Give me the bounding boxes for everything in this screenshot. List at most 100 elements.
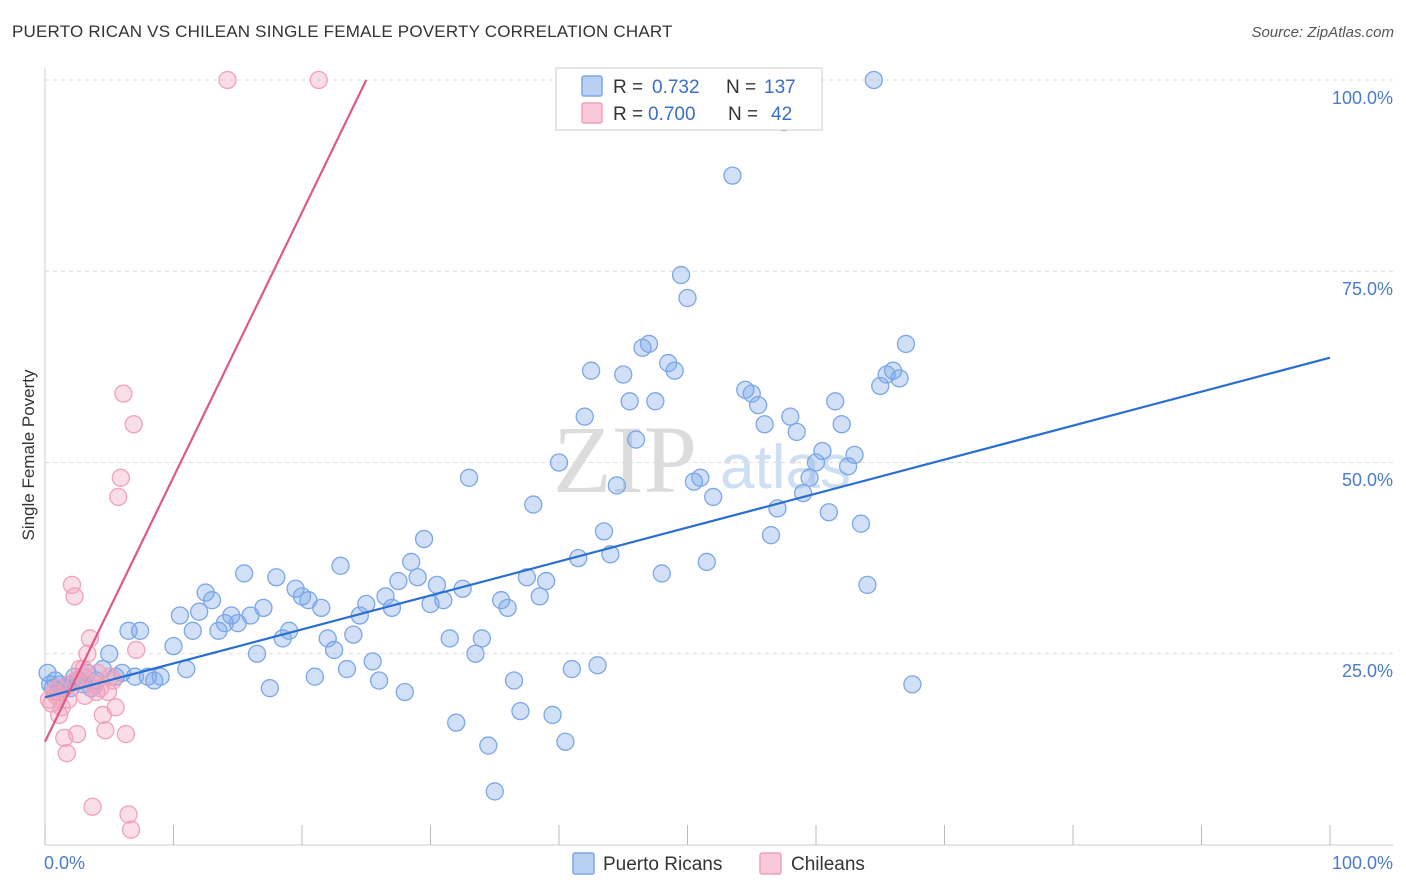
- data-point: [671, 265, 691, 285]
- legend-label-chileans: Chileans: [791, 854, 865, 875]
- data-point: [65, 587, 84, 606]
- data-point: [331, 556, 350, 575]
- data-point: [691, 468, 710, 487]
- data-point: [177, 659, 196, 679]
- data-point: [164, 636, 183, 656]
- data-point: [562, 659, 581, 679]
- data-point: [363, 652, 382, 671]
- watermark-atlas: atlas: [720, 433, 851, 502]
- data-point: [896, 334, 916, 354]
- data-point: [806, 453, 826, 472]
- data-point: [614, 365, 633, 384]
- y-tick-label-50: 50.0%: [1342, 470, 1393, 490]
- y-axis-title: Single Female Poverty: [19, 369, 38, 541]
- watermark-zip: ZIP: [553, 406, 697, 513]
- stats-r-value-2: 0.700: [648, 104, 696, 125]
- stats-r-label-1: R =: [613, 77, 643, 98]
- data-point: [594, 522, 614, 541]
- legend-swatch-chileans: [759, 852, 782, 875]
- data-point: [871, 376, 890, 396]
- data-point: [620, 392, 639, 411]
- stats-swatch-puerto-ricans: [581, 75, 603, 97]
- data-point: [832, 415, 851, 434]
- data-point: [116, 724, 136, 744]
- data-point: [109, 487, 128, 507]
- data-point: [324, 640, 344, 660]
- data-point: [537, 571, 556, 591]
- data-point: [826, 392, 845, 411]
- y-tick-label-75: 75.0%: [1342, 279, 1393, 299]
- series-legend: Puerto Ricans Chileans: [572, 852, 865, 875]
- data-point: [111, 468, 130, 487]
- data-point: [749, 395, 768, 415]
- data-point: [524, 495, 543, 514]
- data-point: [459, 468, 479, 487]
- data-point: [819, 503, 838, 522]
- data-point: [890, 369, 909, 388]
- data-point: [408, 568, 427, 587]
- data-point: [309, 70, 328, 90]
- data-point: [813, 441, 832, 461]
- data-point: [903, 675, 922, 694]
- data-point: [530, 587, 549, 606]
- series-chileans: [39, 70, 328, 839]
- stats-n-label-2: N =: [728, 104, 758, 125]
- data-point: [369, 671, 389, 690]
- x-tick-label-min: 0.0%: [44, 853, 85, 873]
- data-point: [472, 629, 492, 648]
- data-point: [800, 468, 819, 487]
- data-point: [781, 407, 800, 426]
- data-point: [389, 571, 408, 591]
- data-point: [549, 453, 569, 472]
- data-point: [247, 644, 267, 663]
- data-point: [254, 598, 273, 617]
- stats-swatch-chileans: [581, 102, 603, 124]
- data-point: [183, 621, 202, 640]
- data-point: [318, 629, 337, 648]
- data-point: [466, 644, 485, 663]
- data-point: [517, 568, 537, 587]
- data-point: [67, 724, 87, 744]
- data-point: [170, 606, 190, 625]
- data-point: [755, 415, 774, 434]
- data-point: [787, 422, 806, 442]
- data-point: [504, 671, 524, 690]
- data-point: [100, 644, 119, 663]
- y-tick-label-100: 100.0%: [1332, 88, 1393, 108]
- data-point: [588, 656, 607, 675]
- data-point: [440, 629, 459, 648]
- data-point: [57, 744, 76, 763]
- data-point: [485, 782, 504, 801]
- chart-source: Source: ZipAtlas.com: [1251, 24, 1394, 41]
- legend-swatch-puerto-ricans: [572, 852, 595, 875]
- data-point: [344, 625, 363, 644]
- chart-title: PUERTO RICAN VS CHILEAN SINGLE FEMALE PO…: [12, 22, 673, 41]
- data-point: [742, 384, 761, 403]
- data-point: [851, 514, 871, 533]
- watermark: ZIP atlas: [553, 406, 851, 513]
- stats-n-label-1: N =: [726, 77, 756, 98]
- data-point: [864, 70, 883, 90]
- data-point: [479, 736, 498, 755]
- series-puerto-ricans: [38, 70, 922, 801]
- y-tick-label-25: 25.0%: [1342, 661, 1393, 681]
- data-point: [723, 166, 742, 185]
- data-point: [626, 430, 646, 449]
- data-point: [121, 820, 141, 839]
- data-point: [267, 568, 286, 587]
- legend-label-puerto-ricans: Puerto Ricans: [603, 854, 722, 875]
- data-point: [556, 732, 575, 751]
- data-point: [511, 701, 530, 721]
- data-point: [665, 361, 684, 380]
- data-point: [646, 392, 665, 411]
- data-point: [305, 667, 325, 686]
- data-point: [124, 415, 143, 434]
- data-point: [151, 667, 170, 686]
- data-point: [838, 457, 858, 476]
- data-point: [858, 575, 877, 595]
- data-points: [38, 70, 922, 839]
- stats-n-value-1: 137: [764, 77, 796, 98]
- data-point: [62, 575, 82, 595]
- data-point: [704, 487, 723, 507]
- stats-legend: R = 0.732 N = 137 R = 0.700 N = 42: [555, 67, 823, 131]
